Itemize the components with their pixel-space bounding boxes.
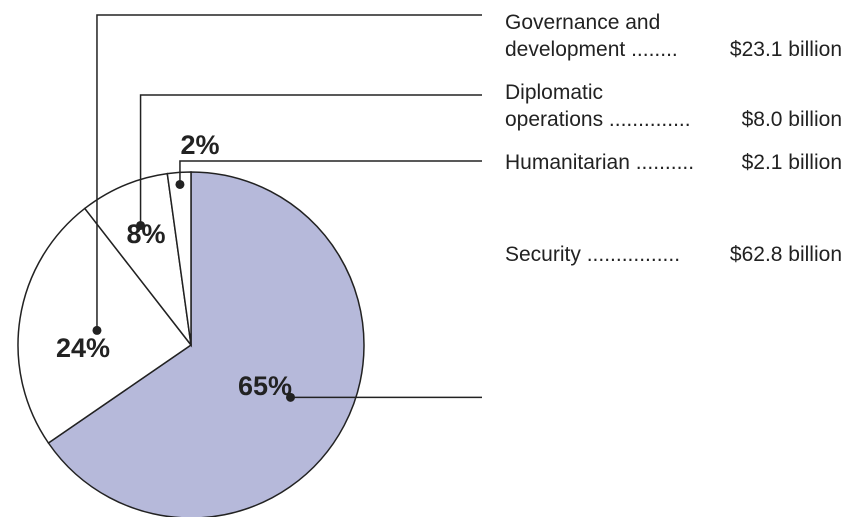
- legend-label-security-line-1: Security ................: [505, 243, 680, 266]
- percent-label-governance-and: 24%: [56, 333, 110, 363]
- legend-value-diplomatic: $8.0 billion: [742, 108, 842, 131]
- legend-label-diplomatic-line-2: operations ..............: [505, 108, 691, 131]
- leader-line-humanitarian: [179, 160, 482, 185]
- leader-dot-humanitarian: [175, 179, 185, 189]
- pie-slice-governance-and: [17, 207, 193, 445]
- legend-value-governance-and: $23.1 billion: [730, 38, 842, 61]
- pie-wedges: [17, 171, 365, 517]
- percent-label-security: 65%: [238, 371, 292, 401]
- pie-slice-humanitarian: [166, 171, 192, 346]
- legend-value-security: $62.8 billion: [730, 243, 842, 266]
- percent-label-diplomatic: 8%: [126, 219, 165, 249]
- legend-label-humanitarian-line-1: Humanitarian ..........: [505, 151, 694, 174]
- leader-dot-diplomatic: [136, 220, 146, 230]
- leader-line-governance-and: [96, 14, 482, 331]
- pie-slice-security: [47, 171, 365, 517]
- legend-label-governance-and-line-1: Governance and: [505, 11, 660, 34]
- legend-label-governance-and-line-2: development ........: [505, 38, 678, 61]
- pie-slice-diplomatic: [83, 172, 193, 348]
- legend-value-humanitarian: $2.1 billion: [742, 151, 842, 174]
- leader-line-diplomatic: [139, 94, 482, 226]
- legend-label-diplomatic-line-1: Diplomatic: [505, 81, 603, 104]
- percent-label-humanitarian: 2%: [180, 130, 219, 160]
- leader-dot-security: [286, 392, 296, 402]
- leader-dot-governance-and: [92, 325, 102, 335]
